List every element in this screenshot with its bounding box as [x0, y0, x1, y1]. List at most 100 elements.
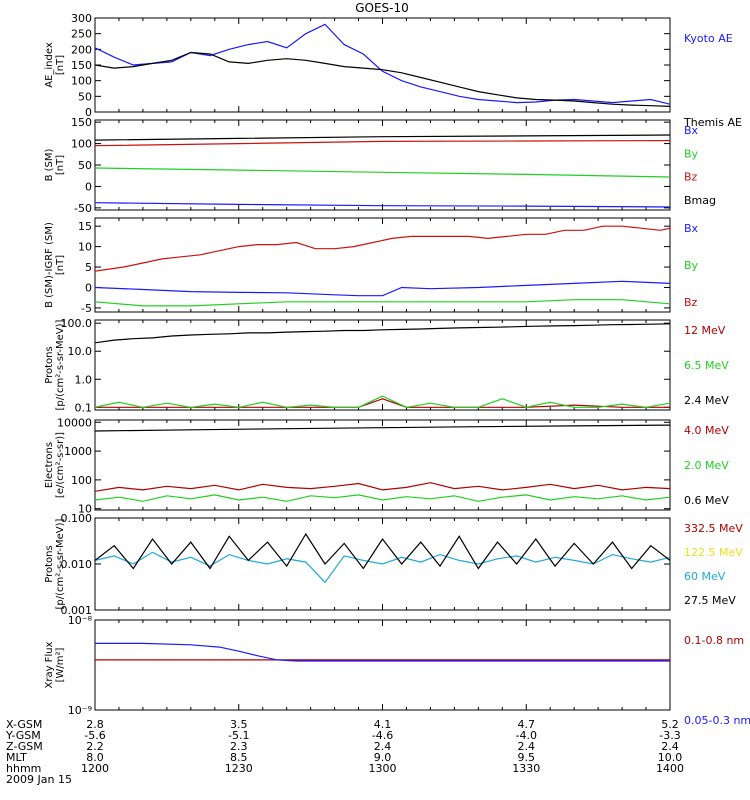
footer-value: 2.8: [86, 718, 104, 731]
footer-value: 3.5: [230, 718, 248, 731]
legend-entry: 2.0 MeV: [684, 459, 729, 472]
series-line: [95, 51, 670, 107]
y-axis-label: [p/(cm²-s-sr-MeV)]: [55, 319, 66, 410]
panel-frame: [94, 619, 671, 711]
footer-value: 8.0: [86, 751, 104, 764]
series-line: [95, 167, 670, 178]
y-tick-label: 150: [71, 116, 92, 129]
y-tick-label: 200: [71, 43, 92, 56]
legend-entry: 0.1-0.8 nm: [684, 634, 744, 647]
y-axis-label: [e/(cm²-s-sr)]: [55, 432, 66, 498]
footer-value: 1200: [81, 762, 109, 775]
y-tick-label: 0.100: [61, 512, 93, 525]
footer-row-label: Z-GSM: [6, 740, 43, 753]
footer-row-label: Y-GSM: [5, 729, 41, 742]
panel-7: 10⁻⁹ 10⁻⁸ Xray Flux [W/m²] 0.1-0.8 nm 0.05-0.…: [44, 614, 750, 727]
legend-entry: 122.5 MeV: [684, 546, 743, 559]
series-line: [95, 23, 670, 105]
series-line: [95, 299, 670, 307]
legend-entry: Bmag: [684, 194, 716, 207]
y-axis-label: Xray Flux: [44, 641, 55, 688]
y-axis-label: Protons: [44, 346, 55, 383]
footer-value: 2.2: [86, 740, 104, 753]
y-tick-label: 250: [71, 28, 92, 41]
series-line: [95, 424, 670, 432]
footer-value: -5.1: [228, 729, 249, 742]
y-tick-label: 1000: [64, 445, 92, 458]
y-tick-label: 15: [78, 220, 92, 233]
y-tick-label: 100: [71, 138, 92, 151]
y-tick-label: 300: [71, 12, 92, 25]
y-axis-label: [nT]: [55, 155, 66, 175]
y-tick-label: 100: [71, 75, 92, 88]
footer-value: 2.4: [374, 740, 392, 753]
footer-value: 2.4: [518, 740, 536, 753]
legend-entry: Bz: [684, 171, 698, 184]
footer-value: 4.7: [518, 718, 536, 731]
footer-value: 8.5: [230, 751, 248, 764]
legend-entry: Bz: [684, 296, 698, 309]
y-axis-label: Electrons: [44, 442, 55, 488]
footer-value: 1400: [656, 762, 684, 775]
footer-value: -3.3: [659, 729, 680, 742]
legend-entry: 0.05-0.3 nm: [684, 714, 750, 727]
legend-entry: 12 MeV: [684, 324, 726, 337]
series-line: [95, 202, 670, 208]
y-tick-label: 10.0: [68, 345, 93, 358]
footer-value: 2.3: [230, 740, 248, 753]
y-axis-label: Protons: [44, 545, 55, 582]
y-axis-label: B (SM)-IGRF (SM): [44, 222, 55, 308]
panel-frame: [94, 217, 671, 313]
legend-entry: Kyoto AE: [684, 32, 733, 45]
footer-row-label: MLT: [6, 751, 27, 764]
panel-frame: [94, 17, 671, 113]
footer-value: -4.6: [372, 729, 393, 742]
y-tick-label: -50: [74, 202, 92, 215]
panel-frame: [94, 419, 671, 511]
series-line: [95, 323, 670, 344]
y-tick-label: 10: [78, 241, 92, 254]
legend-entry: Bx: [684, 124, 699, 137]
y-axis-label: [nT]: [55, 255, 66, 275]
footer-value: 9.0: [374, 751, 392, 764]
y-tick-label: 100.0: [61, 317, 93, 330]
series-line: [95, 395, 670, 408]
legend-entry: Bx: [684, 222, 699, 235]
footer-value: -4.0: [516, 729, 537, 742]
legend-entry: 6.5 MeV: [684, 359, 729, 372]
y-tick-label: 10: [78, 503, 92, 516]
y-tick-label: 100: [71, 474, 92, 487]
y-tick-label: 10⁻⁹: [68, 704, 92, 717]
panel-6: 0.001 0.010 0.100 Protons [p/(cm²-s-sr-MeV)]…: [44, 512, 743, 617]
series-line: [95, 225, 670, 272]
y-tick-label: 0.001: [61, 604, 93, 617]
legend-entry: By: [684, 147, 699, 160]
y-tick-label: 0.010: [61, 558, 93, 571]
footer-value: 4.1: [374, 718, 392, 731]
y-tick-label: -5: [81, 302, 92, 315]
legend-entry: 60 MeV: [684, 570, 726, 583]
panel-4: 0.1 1.0 10.0 100.0 Protons [p/(cm²-s-sr-MeV)]…: [44, 317, 729, 414]
y-tick-label: 150: [71, 59, 92, 72]
y-tick-label: 0: [85, 106, 92, 119]
y-axis-label: [p/(cm²-s-sr-MeV)]: [55, 518, 66, 609]
y-tick-label: 50: [78, 90, 92, 103]
y-axis-label: AE_index: [44, 42, 55, 88]
series-line: [95, 482, 670, 492]
legend-entry: 332.5 MeV: [684, 522, 743, 535]
y-tick-label: 50: [78, 159, 92, 172]
footer-value: 5.2: [661, 718, 679, 731]
y-tick-label: 0.1: [75, 401, 93, 414]
footer-value: 1300: [369, 762, 397, 775]
series-line: [95, 494, 670, 502]
series-line: [95, 551, 670, 584]
footer-row-label: 2009 Jan 15: [6, 773, 72, 786]
plot-title: GOES-10: [355, 1, 409, 15]
legend-entry: 0.6 MeV: [684, 494, 729, 507]
panel-5: 10 100 1000 10000 Electrons [e/(cm²-s-sr)] 4.0…: [44, 416, 729, 515]
y-tick-label: 0: [85, 281, 92, 294]
panel-2: -50 0 50 100 150 B (SM) [nT] Bx By Bz Bmag: [44, 116, 716, 215]
footer-value: 1230: [225, 762, 253, 775]
